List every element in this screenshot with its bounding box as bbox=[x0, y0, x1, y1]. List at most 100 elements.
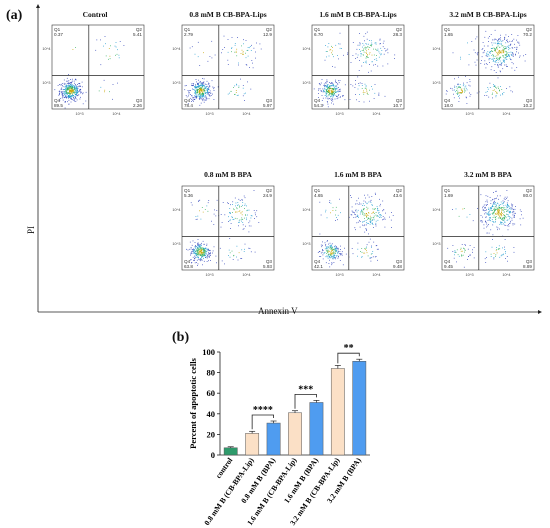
flow-plot-cb-0-8: Q1 2.79 Q2 12.9 Q3 5.97 Q4 78.4 10^3 10^4 10^3 10^4 bbox=[168, 22, 278, 122]
q4-name: Q4 bbox=[444, 98, 451, 103]
flow-title-cb-1-6: 1.6 mM B CB-BPA-Lips bbox=[319, 10, 397, 19]
y-tick-label: 10^4 bbox=[172, 208, 180, 212]
q4-percent: 9.45 bbox=[444, 264, 453, 269]
q2-percent: 28.3 bbox=[393, 32, 402, 37]
q3-percent: 2.26 bbox=[133, 103, 142, 108]
y-tick-label: 100 bbox=[202, 347, 215, 357]
event-dots bbox=[313, 31, 396, 108]
q1-name: Q1 bbox=[314, 188, 321, 193]
x-tick-label: 10^4 bbox=[372, 273, 380, 277]
q2-percent: 5.41 bbox=[133, 32, 142, 37]
y-tick-label: 10^3 bbox=[172, 242, 180, 246]
flow-plot-bpa-3-2: Q1 1.69 Q2 80.0 Q3 8.89 Q4 9.45 10^3 10^4 10^3 10^4 bbox=[428, 183, 538, 283]
q2-name: Q2 bbox=[396, 188, 403, 193]
q2-name: Q2 bbox=[396, 27, 403, 32]
y-tick-label: 10^3 bbox=[172, 81, 180, 85]
bar bbox=[223, 447, 238, 456]
q3-name: Q3 bbox=[266, 259, 273, 264]
pi-axis-label: PI bbox=[26, 225, 36, 234]
q2-percent: 70.2 bbox=[523, 32, 532, 37]
q3-name: Q3 bbox=[526, 259, 533, 264]
bar bbox=[288, 412, 302, 456]
q4-name: Q4 bbox=[54, 98, 61, 103]
q3-percent: 10.7 bbox=[393, 103, 402, 108]
significance-bracket bbox=[251, 414, 274, 430]
plot-frame bbox=[441, 185, 535, 271]
significance-bracket bbox=[337, 352, 360, 364]
q4-percent: 18.0 bbox=[444, 103, 453, 108]
q4-percent: 89.5 bbox=[54, 103, 63, 108]
q1-percent: 1.69 bbox=[444, 193, 453, 198]
event-dots bbox=[445, 29, 527, 104]
plot-frame bbox=[441, 24, 535, 110]
y-tick-label: 10^3 bbox=[432, 242, 440, 246]
x-tick-label: 10^4 bbox=[242, 112, 250, 116]
bar bbox=[352, 361, 367, 456]
y-tick-label: 10^4 bbox=[42, 47, 50, 51]
y-tick-label: 20 bbox=[207, 429, 216, 439]
flow-plot-cb-1-6: Q1 6.70 Q2 28.3 Q3 10.7 Q4 54.3 10^3 10^4 10^3 10^4 bbox=[298, 22, 408, 122]
q2-name: Q2 bbox=[266, 188, 273, 193]
flow-plot-bpa-0-8: Q1 5.36 Q2 24.9 Q3 5.93 Q4 63.8 10^3 10^4 10^3 10^4 bbox=[168, 183, 278, 283]
q3-percent: 10.2 bbox=[523, 103, 532, 108]
q3-name: Q3 bbox=[526, 98, 533, 103]
x-tick-label: 10^4 bbox=[242, 273, 250, 277]
event-dots bbox=[317, 192, 394, 268]
flow-title-cb-3-2: 3.2 mM B CB-BPA-Lips bbox=[449, 10, 527, 19]
y-tick-label: 10^4 bbox=[432, 208, 440, 212]
q1-name: Q1 bbox=[184, 188, 191, 193]
flow-title-bpa-1-6: 1.6 mM B BPA bbox=[334, 170, 382, 179]
q2-percent: 80.0 bbox=[523, 193, 532, 198]
event-dots bbox=[184, 35, 262, 106]
q4-name: Q4 bbox=[444, 259, 451, 264]
x-tick-label: 10^3 bbox=[76, 112, 84, 116]
y-tick-label: 60 bbox=[207, 388, 216, 398]
q4-name: Q4 bbox=[184, 98, 191, 103]
q4-percent: 78.4 bbox=[184, 103, 193, 108]
q3-name: Q3 bbox=[136, 98, 143, 103]
q1-percent: 5.36 bbox=[184, 193, 193, 198]
q1-name: Q1 bbox=[444, 188, 451, 193]
y-tick-label: 0 bbox=[211, 450, 215, 460]
y-tick-label: 40 bbox=[207, 409, 216, 419]
flow-title-cb-0-8: 0.8 mM B CB-BPA-Lips bbox=[189, 10, 267, 19]
q4-name: Q4 bbox=[314, 259, 321, 264]
q3-name: Q3 bbox=[266, 98, 273, 103]
significance-bracket bbox=[294, 394, 317, 409]
q3-percent: 5.97 bbox=[263, 103, 272, 108]
x-tick-label: control bbox=[214, 456, 235, 480]
x-tick-label: 10^3 bbox=[206, 273, 214, 277]
event-dots bbox=[54, 36, 125, 109]
y-tick-label: 80 bbox=[207, 368, 216, 378]
bar bbox=[309, 402, 324, 456]
q1-percent: 0.37 bbox=[54, 32, 63, 37]
q1-percent: 1.65 bbox=[444, 32, 453, 37]
bar bbox=[266, 422, 281, 456]
y-tick-label: 10^4 bbox=[302, 47, 310, 51]
q2-percent: 24.9 bbox=[263, 193, 272, 198]
y-tick-label: 10^4 bbox=[432, 47, 440, 51]
apoptosis-bar-chart: 0 20 40 60 80 100 Percent of apoptotic cells co… bbox=[188, 343, 370, 527]
q3-percent: 9.48 bbox=[393, 264, 402, 269]
q2-name: Q2 bbox=[136, 27, 143, 32]
q2-name: Q2 bbox=[526, 27, 533, 32]
q1-name: Q1 bbox=[184, 27, 191, 32]
q2-name: Q2 bbox=[266, 27, 273, 32]
q2-name: Q2 bbox=[526, 188, 533, 193]
q4-percent: 63.8 bbox=[184, 264, 193, 269]
y-tick-label: 10^4 bbox=[172, 47, 180, 51]
flow-title-bpa-0-8: 0.8 mM B BPA bbox=[204, 170, 252, 179]
significance-stars: **** bbox=[253, 405, 273, 416]
q1-percent: 6.70 bbox=[314, 32, 323, 37]
bar bbox=[330, 368, 345, 456]
q2-percent: 43.6 bbox=[393, 193, 402, 198]
x-tick-label: 10^3 bbox=[336, 273, 344, 277]
x-tick-label: 10^3 bbox=[206, 112, 214, 116]
q4-name: Q4 bbox=[184, 259, 191, 264]
significance-stars: ** bbox=[344, 343, 354, 354]
q1-percent: 4.65 bbox=[314, 193, 323, 198]
y-tick-label: 10^3 bbox=[302, 81, 310, 85]
event-dots bbox=[447, 190, 524, 268]
plot-frame bbox=[181, 185, 275, 271]
plot-frame bbox=[311, 24, 405, 110]
